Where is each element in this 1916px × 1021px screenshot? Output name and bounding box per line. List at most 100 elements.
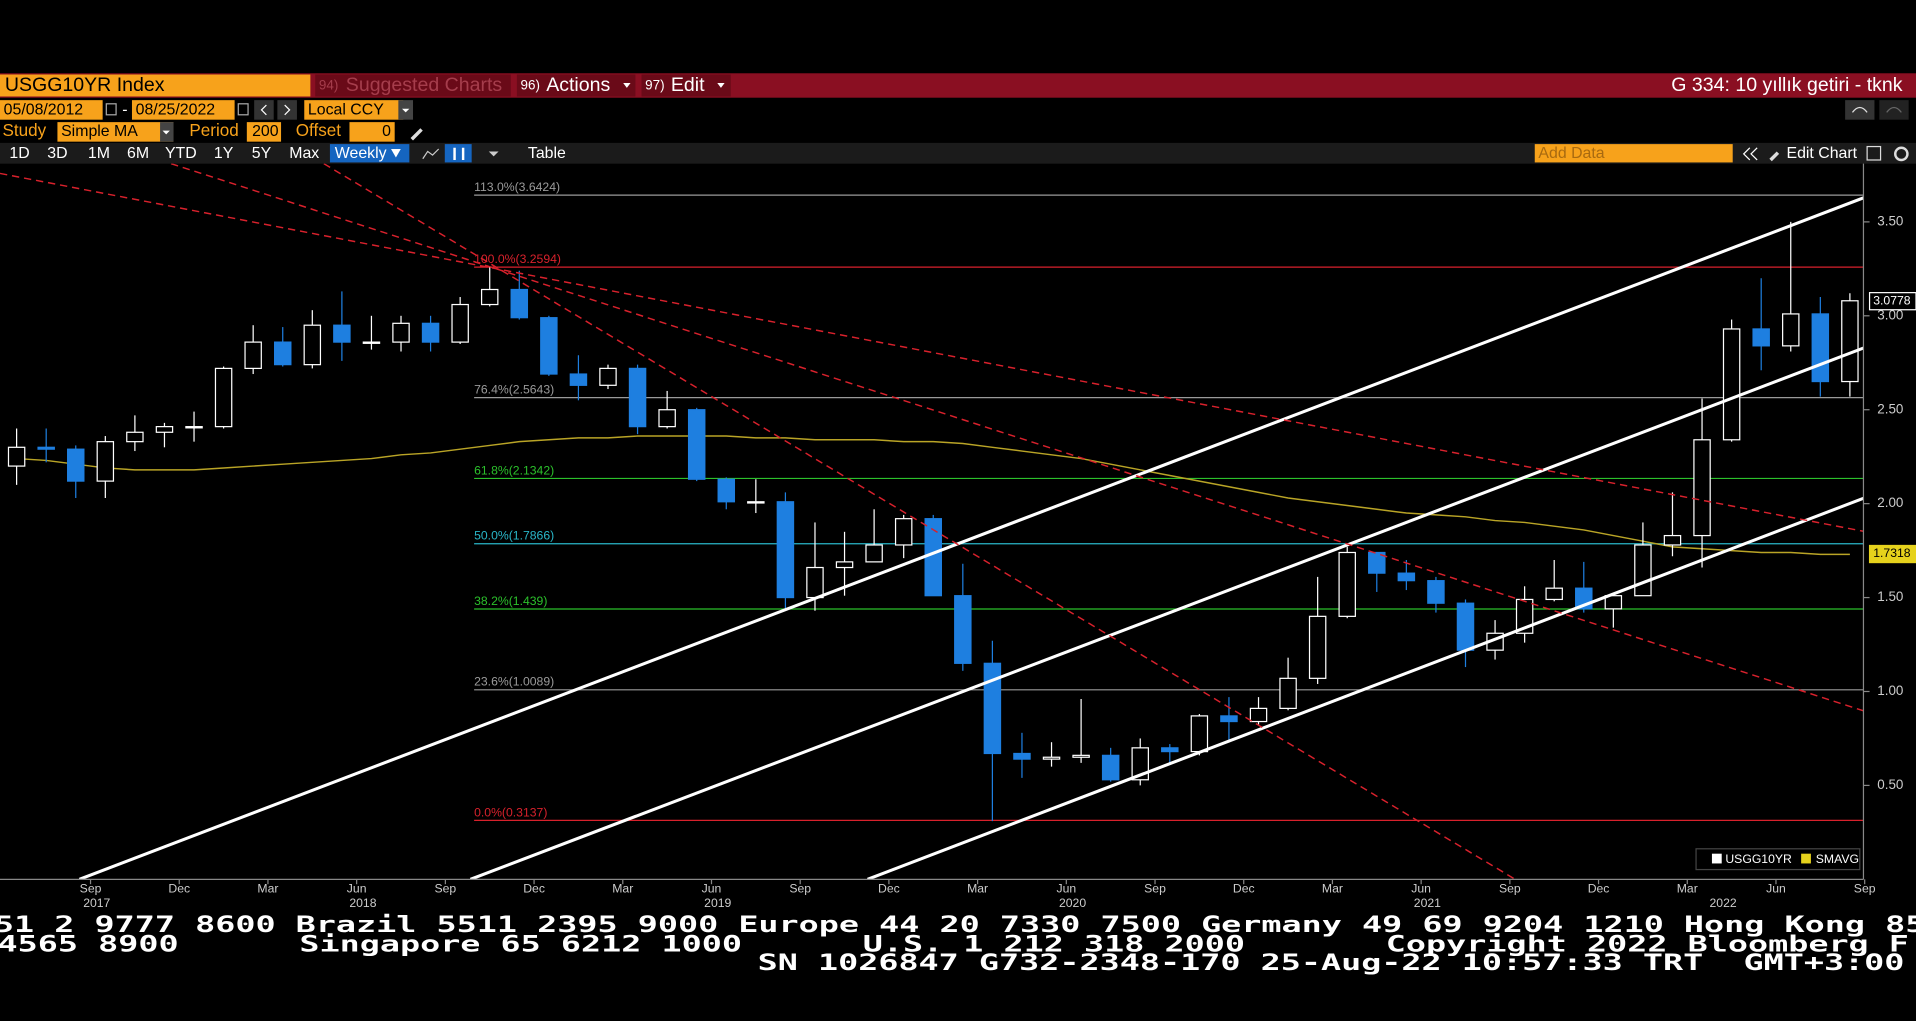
date-box[interactable] — [0, 100, 103, 120]
gear-icon[interactable] — [1894, 146, 1909, 162]
legend-label: USGG10YR — [1725, 852, 1792, 866]
collapse-icon[interactable] — [1742, 147, 1758, 161]
trend-lines — [78, 196, 1864, 880]
undo-icon — [1851, 106, 1868, 113]
study-label: Study — [2, 121, 46, 140]
study[interactable]: Simple MA — [61, 123, 138, 140]
offset-box[interactable] — [349, 122, 395, 142]
pencil-icon — [1769, 151, 1780, 162]
period[interactable]: 200 — [252, 123, 279, 140]
candle-body — [1722, 328, 1741, 441]
year-label: 2021 — [1414, 896, 1441, 910]
candle-body — [747, 501, 765, 504]
candle-body — [244, 341, 262, 370]
frequency-box[interactable] — [329, 144, 410, 163]
range-button[interactable]: 5Y — [252, 145, 272, 162]
x-tick-label: Jun — [702, 881, 722, 895]
menu-num: 96) — [521, 78, 540, 93]
menu-button[interactable] — [315, 74, 511, 97]
range-button[interactable]: Max — [289, 145, 319, 162]
offset[interactable]: 0 — [382, 123, 391, 140]
study-box[interactable] — [57, 122, 174, 142]
end-date[interactable]: 08/25/2022 — [136, 102, 216, 119]
currency[interactable]: Local CCY — [308, 102, 384, 119]
x-tick-label: Sep — [789, 881, 811, 895]
add-data[interactable]: Add Data — [1538, 145, 1604, 162]
start-date[interactable]: 05/08/2012 — [4, 102, 84, 119]
dropdown-arrow[interactable] — [488, 151, 499, 157]
nav-next[interactable] — [277, 100, 297, 120]
table-button[interactable]: Table — [528, 145, 566, 162]
security[interactable]: USGG10YR Index — [5, 74, 165, 96]
x-tick-label: Dec — [1588, 881, 1610, 895]
range-button[interactable]: 1D — [9, 145, 29, 162]
menu-label[interactable]: Actions — [546, 74, 610, 96]
menu-button[interactable] — [641, 74, 731, 97]
x-tick-label: Dec — [168, 881, 190, 895]
candle-body — [1693, 439, 1711, 537]
year-label: 2022 — [1710, 896, 1737, 910]
fib-label: 100.0%(3.2594) — [474, 252, 561, 266]
candle-body — [569, 373, 588, 386]
candle-body — [1604, 595, 1623, 610]
frequency[interactable]: Weekly — [335, 145, 387, 162]
candle-body — [480, 288, 499, 306]
menu-label[interactable]: Edit — [671, 74, 705, 96]
currency-box[interactable] — [304, 100, 404, 120]
undo-button[interactable] — [1845, 100, 1875, 120]
calendar-icon[interactable] — [237, 103, 249, 116]
fib-label: 50.0%(1.7866) — [474, 529, 554, 543]
add-data-box[interactable] — [1534, 144, 1733, 163]
legend-swatch — [1711, 853, 1722, 864]
year-label: 2018 — [349, 896, 376, 910]
range-button[interactable]: YTD — [165, 145, 197, 162]
candle-body — [1072, 754, 1090, 758]
fib-label: 38.2%(1.439) — [474, 594, 547, 608]
security-box[interactable] — [0, 74, 311, 97]
x-tick-label: Jun — [347, 881, 367, 895]
menu-button[interactable] — [516, 74, 636, 97]
ticker-line: 4565 8900 Singapore 65 6212 1000 U.S. 1 … — [0, 931, 1909, 957]
line-chart-icon[interactable] — [422, 148, 440, 160]
dropdown-arrow — [623, 83, 631, 88]
x-tick-label: Mar — [967, 881, 988, 895]
date-sep: - — [122, 102, 127, 119]
x-tick-label: Dec — [1233, 881, 1255, 895]
trend-line — [469, 346, 1864, 880]
range-button[interactable]: 1M — [88, 145, 110, 162]
ticker-line: SN 1026847 G732-2348-170 25-Aug-22 10:57… — [758, 950, 1905, 976]
period-box[interactable] — [246, 122, 282, 142]
range-button[interactable]: 6M — [127, 145, 149, 162]
candle-body — [1161, 747, 1179, 753]
candle-body — [1368, 551, 1386, 574]
candle-body — [1397, 572, 1416, 582]
nav-prev[interactable] — [254, 100, 274, 120]
candle-body — [333, 324, 351, 343]
legend — [1695, 848, 1861, 871]
range-button[interactable]: 1Y — [214, 145, 234, 162]
candle-chart-button[interactable] — [444, 144, 472, 163]
candle-body — [1545, 587, 1563, 601]
candle-body — [628, 367, 647, 428]
candle-body — [865, 544, 883, 563]
candle-body — [776, 501, 795, 599]
redo-button[interactable] — [1879, 100, 1909, 120]
calendar-icon[interactable] — [105, 103, 117, 116]
candle-body — [540, 317, 558, 375]
date-box[interactable] — [131, 100, 235, 120]
chart-settings-icon[interactable] — [1866, 145, 1882, 161]
range-button[interactable]: 3D — [47, 145, 67, 162]
candle-body — [126, 431, 144, 443]
edit-chart[interactable]: Edit Chart — [1786, 145, 1857, 162]
candle-body — [451, 303, 469, 343]
menu-label[interactable]: Suggested Charts — [346, 74, 503, 96]
candle-body — [1190, 715, 1209, 753]
nav-prev-icon — [260, 104, 267, 116]
legend-label: SMAVG — [1816, 852, 1859, 866]
candle-body — [717, 478, 736, 503]
fib-label: 61.8%(2.1342) — [474, 463, 554, 477]
pencil-icon[interactable] — [410, 128, 423, 141]
y-tick-label: 3.00 — [1877, 307, 1903, 322]
candle-body — [1634, 544, 1652, 597]
dashed-lines — [0, 163, 1864, 880]
